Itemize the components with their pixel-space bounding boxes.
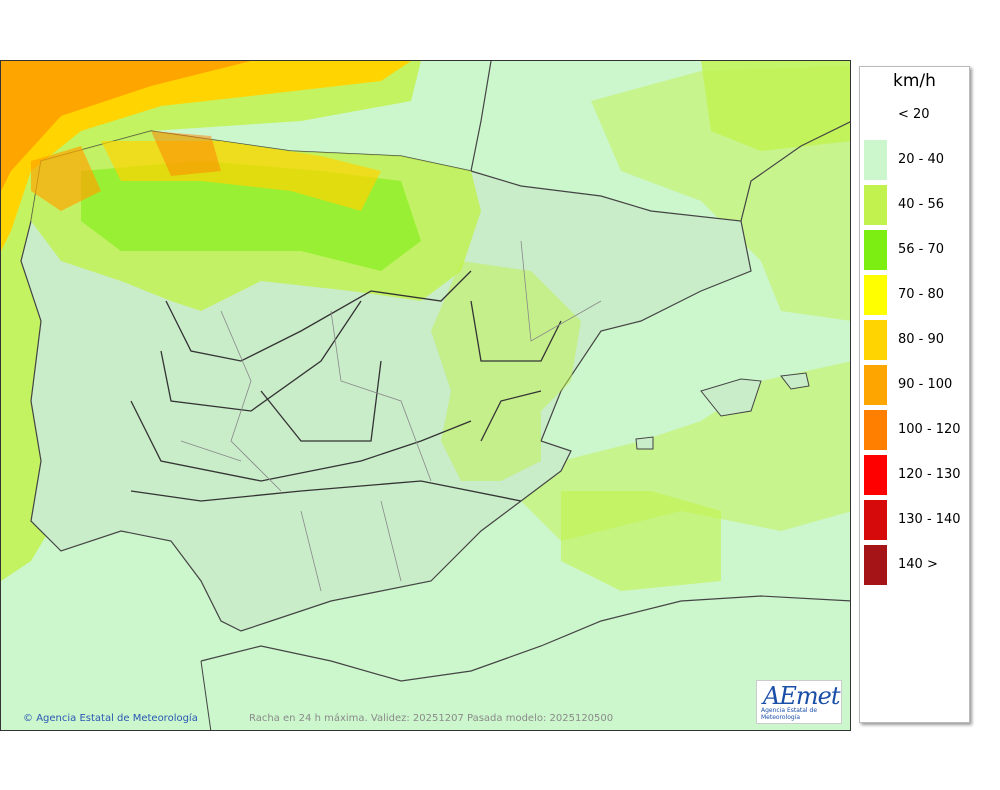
legend-item: 20 - 40 (864, 140, 969, 180)
logo-text: AEmet (763, 682, 840, 710)
map-graphic (1, 61, 850, 730)
map-caption: Racha en 24 h máxima. Validez: 20251207 … (249, 713, 614, 724)
legend-swatch (864, 365, 887, 405)
legend-item: < 20 (864, 95, 969, 135)
legend-swatch (864, 275, 887, 315)
legend-item: 40 - 56 (864, 185, 969, 225)
legend-item: 70 - 80 (864, 275, 969, 315)
legend-swatch (864, 185, 887, 225)
legend-swatch (864, 545, 887, 585)
credit-text: © Agencia Estatal de Meteorología (23, 713, 198, 724)
legend-label: 120 - 130 (898, 467, 961, 482)
legend-panel: km/h < 20 20 - 40 40 - 56 56 - 70 70 - 80 80 … (859, 66, 970, 723)
legend-label: 56 - 70 (898, 242, 945, 257)
legend-label: 100 - 120 (898, 422, 961, 437)
legend-label: 70 - 80 (898, 287, 945, 302)
legend-label: 40 - 56 (898, 197, 945, 212)
legend-label: < 20 (898, 107, 930, 122)
legend-label: 90 - 100 (898, 377, 953, 392)
legend-swatch (864, 410, 887, 450)
wind-gust-map: © Agencia Estatal de Meteorología Racha … (0, 60, 851, 731)
legend-item: 130 - 140 (864, 500, 969, 540)
legend-unit: km/h (893, 71, 936, 91)
legend-swatch (864, 500, 887, 540)
legend-swatch (864, 95, 887, 135)
credit-label: Agencia Estatal de Meteorología (36, 713, 198, 724)
legend-item: 56 - 70 (864, 230, 969, 270)
copyright-icon: © (23, 713, 33, 724)
legend-item: 100 - 120 (864, 410, 969, 450)
legend-item: 80 - 90 (864, 320, 969, 360)
legend-item: 140 > (864, 545, 969, 585)
legend-swatch (864, 320, 887, 360)
legend-item: 120 - 130 (864, 455, 969, 495)
legend-label: 80 - 90 (898, 332, 945, 347)
legend-label: 140 > (898, 557, 938, 572)
logo-subtitle: Agencia Estatal de Meteorología (761, 707, 818, 721)
legend-label: 20 - 40 (898, 152, 945, 167)
legend-swatch (864, 455, 887, 495)
aemet-logo: AEmet Agencia Estatal de Meteorología (756, 680, 842, 724)
legend-item: 90 - 100 (864, 365, 969, 405)
legend-swatch (864, 140, 887, 180)
legend-swatch (864, 230, 887, 270)
legend-label: 130 - 140 (898, 512, 961, 527)
